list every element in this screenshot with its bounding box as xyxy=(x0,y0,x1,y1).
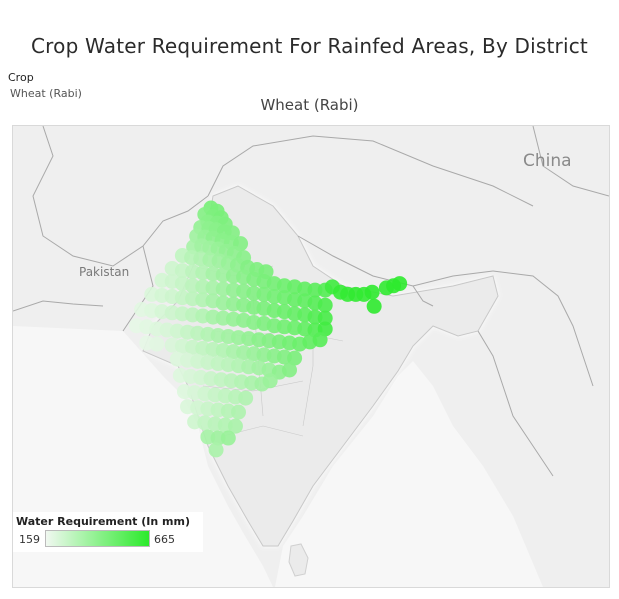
country-label-china: China xyxy=(523,151,572,171)
district-marker[interactable] xyxy=(317,310,333,326)
district-marker[interactable] xyxy=(208,442,224,458)
district-marker[interactable] xyxy=(366,298,382,314)
map-subtitle: Wheat (Rabi) xyxy=(260,96,359,114)
district-marker[interactable] xyxy=(227,418,243,434)
district-marker[interactable] xyxy=(282,362,297,378)
district-points xyxy=(129,200,408,458)
district-marker[interactable] xyxy=(262,373,278,389)
color-legend: Water Requirement (In mm) 159 665 xyxy=(13,512,203,552)
legend-max-value: 665 xyxy=(154,533,175,546)
filter-label: Crop xyxy=(8,71,34,84)
district-marker[interactable] xyxy=(312,332,328,348)
legend-title: Water Requirement (In mm) xyxy=(16,515,191,528)
filter-value[interactable]: Wheat (Rabi) xyxy=(10,87,82,100)
district-marker[interactable] xyxy=(392,276,408,292)
bay-of-bengal xyxy=(275,361,543,587)
district-marker[interactable] xyxy=(287,350,303,366)
country-borders xyxy=(13,126,609,477)
map-panel[interactable]: China Pakistan xyxy=(12,125,610,588)
country-label-pakistan: Pakistan xyxy=(79,265,129,279)
district-marker[interactable] xyxy=(317,297,333,313)
legend-min-value: 159 xyxy=(19,533,40,546)
legend-gradient-bar xyxy=(45,530,150,547)
district-marker[interactable] xyxy=(364,284,380,300)
district-marker[interactable] xyxy=(220,430,236,446)
sri-lanka xyxy=(288,543,309,577)
district-marker[interactable] xyxy=(238,390,254,406)
district-marker[interactable] xyxy=(149,336,165,352)
map-canvas[interactable]: China Pakistan xyxy=(13,126,609,587)
district-marker[interactable] xyxy=(231,404,246,420)
chart-title: Crop Water Requirement For Rainfed Areas… xyxy=(31,34,588,58)
